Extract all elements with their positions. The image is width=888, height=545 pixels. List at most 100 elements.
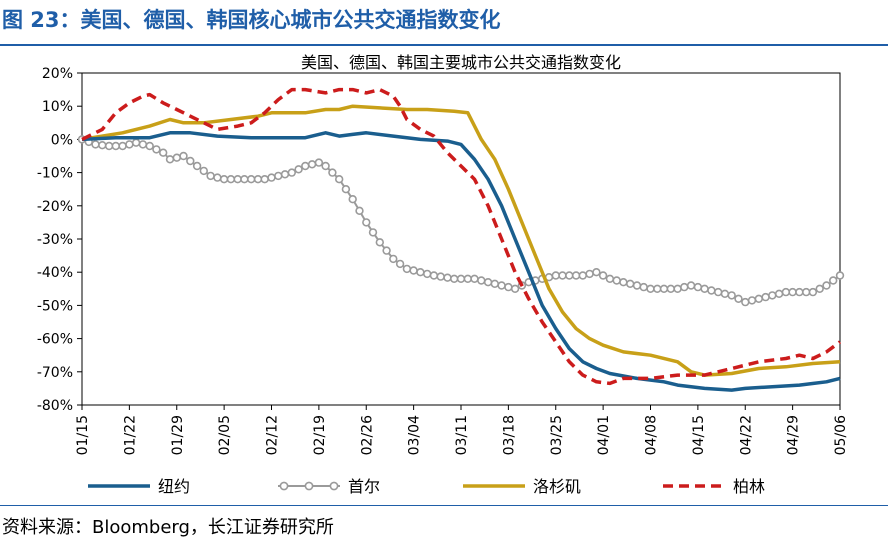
series-line: [81, 131, 841, 392]
y-tick-label: -60%: [37, 332, 73, 348]
legend: 纽约 首尔 洛杉矶 柏林: [88, 477, 765, 496]
data-point: [389, 254, 398, 264]
data-point: [639, 282, 648, 292]
data-point: [707, 286, 716, 295]
data-point: [713, 287, 723, 297]
data-point: [233, 175, 242, 184]
x-tick-label: 03/25: [549, 415, 565, 455]
data-point: [402, 264, 412, 274]
data-point: [328, 168, 337, 177]
data-point: [145, 141, 154, 151]
source-divider: [0, 505, 888, 506]
data-point: [768, 291, 777, 300]
data-point: [280, 170, 290, 179]
data-point: [98, 140, 107, 150]
data-point: [199, 166, 209, 176]
data-point: [632, 281, 642, 290]
x-tick-label: 04/15: [691, 415, 707, 455]
x-tick-label: 02/05: [217, 415, 233, 455]
data-point: [159, 148, 168, 157]
data-point: [619, 278, 628, 287]
data-point: [788, 287, 797, 297]
x-tick-label: 04/29: [786, 415, 802, 455]
data-point: [450, 274, 459, 284]
data-point: [131, 138, 141, 147]
data-point: [808, 287, 818, 297]
data-point: [335, 175, 344, 184]
data-point: [355, 206, 364, 216]
data-point: [260, 175, 269, 184]
data-point: [362, 218, 371, 227]
series-洛杉矶: [81, 104, 841, 377]
data-point: [565, 271, 574, 280]
data-point: [294, 165, 303, 174]
data-point: [321, 161, 330, 171]
data-point: [612, 276, 621, 285]
data-point: [436, 272, 445, 281]
data-point: [720, 289, 730, 299]
data-point: [673, 284, 682, 294]
data-point: [219, 175, 229, 184]
data-point: [497, 281, 506, 290]
data-point: [625, 279, 635, 289]
data-point: [314, 158, 324, 167]
data-point: [801, 287, 811, 297]
x-tick-label: 01/22: [122, 415, 138, 455]
y-tick-label: -40%: [37, 265, 73, 281]
data-point: [416, 268, 425, 277]
data-point: [774, 289, 784, 299]
data-point: [781, 287, 791, 297]
data-point: [477, 276, 486, 285]
data-point: [605, 274, 615, 284]
data-point: [653, 284, 662, 294]
data-point: [456, 274, 466, 284]
x-tick-label: 05/06: [833, 415, 849, 455]
y-tick-label: -80%: [37, 398, 73, 414]
y-tick-label: -20%: [37, 199, 73, 215]
data-point: [551, 271, 560, 280]
data-point: [592, 268, 601, 277]
data-point: [693, 282, 703, 292]
chart-title: 美国、德国、韩国主要城市公共交通指数变化: [301, 53, 621, 72]
data-point: [598, 271, 608, 280]
x-tick-label: 02/12: [265, 415, 281, 455]
series-柏林: [81, 87, 842, 386]
data-point: [463, 274, 472, 284]
line-chart: 美国、德国、韩国主要城市公共交通指数变化 20% 10% 0% -10% -20% -30…: [37, 53, 849, 496]
data-point: [240, 175, 249, 184]
title-divider: [0, 44, 888, 46]
data-point: [646, 284, 655, 294]
data-point: [659, 284, 669, 294]
data-point: [118, 141, 127, 151]
x-tick-label: 04/08: [644, 415, 660, 455]
data-point: [125, 140, 134, 149]
data-point: [104, 141, 114, 151]
data-point: [152, 145, 161, 154]
source-note: 资料来源：Bloomberg，长江证券研究所: [2, 517, 334, 538]
data-point: [686, 281, 696, 290]
data-point: [761, 292, 770, 302]
data-point: [375, 238, 384, 247]
data-point: [301, 161, 310, 171]
data-point: [504, 282, 513, 292]
data-point: [483, 278, 493, 287]
data-point: [747, 296, 757, 305]
data-point: [822, 281, 831, 290]
data-point: [267, 173, 276, 182]
data-point: [348, 195, 357, 204]
y-tick-label: 20%: [42, 66, 73, 82]
data-point: [409, 266, 418, 275]
data-point: [510, 284, 520, 294]
data-point: [571, 271, 581, 280]
legend-label: 柏林: [733, 477, 765, 496]
data-point: [91, 140, 100, 149]
x-tick-label: 04/22: [738, 415, 754, 455]
data-point: [213, 173, 222, 182]
data-point: [247, 175, 256, 184]
y-tick-label: -50%: [37, 298, 73, 314]
figure-title: 图 23：美国、德国、韩国核心城市公共交通指数变化: [2, 8, 501, 32]
data-point: [186, 156, 195, 166]
data-point: [287, 168, 296, 177]
data-point: [253, 175, 263, 184]
data-point: [192, 161, 202, 171]
